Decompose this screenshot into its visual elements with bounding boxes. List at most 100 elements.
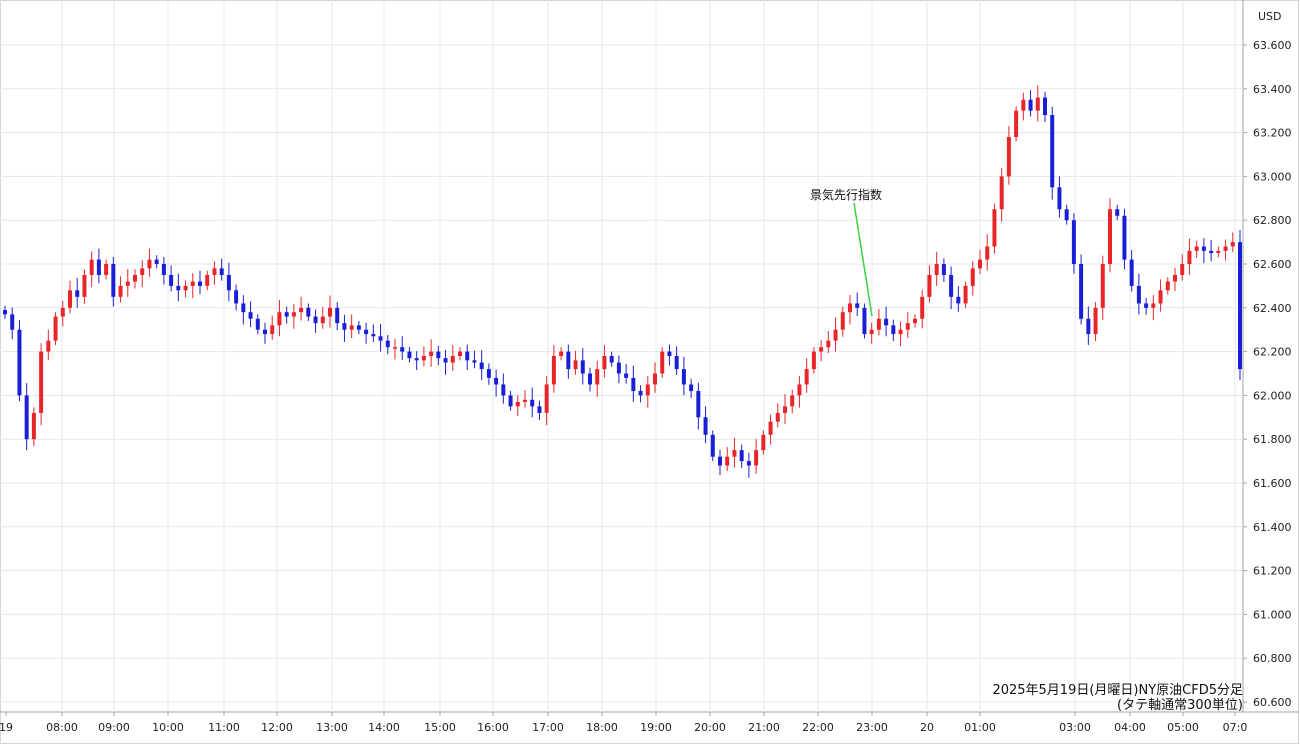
candle-body [595,369,600,385]
candle [826,331,831,353]
candle [1057,176,1062,218]
candle-body [609,355,614,363]
candle [833,317,838,352]
candle-body [1028,99,1033,111]
candle-body [1187,250,1192,264]
candle [811,347,816,374]
x-tick-label: 11:00 [208,721,240,734]
candle [450,345,455,371]
candle-body [1122,215,1127,260]
candle [1071,213,1076,274]
candle [125,269,130,297]
candle-body [624,373,629,378]
candle [68,280,72,314]
candle [407,347,412,363]
candle-body [1201,246,1206,251]
candle [349,314,354,339]
candle-body [335,307,340,324]
candle-body [616,362,621,374]
candle-body [161,264,166,275]
candle [1144,297,1149,315]
candle-body [775,412,780,422]
candle-body [248,312,253,319]
candle [848,295,852,325]
annotation-line [853,202,873,317]
x-tick-label: 03:00 [1059,721,1091,734]
candle-body [371,334,376,337]
candle [198,270,202,295]
candle-body [378,336,383,341]
candle-body [855,303,860,308]
candle [248,301,253,328]
candle [927,265,932,303]
candle-body [140,268,145,275]
candle-body [869,329,874,335]
candle [1136,273,1141,315]
candle [429,339,434,367]
candle-body [573,360,578,370]
candle [653,362,657,393]
candle [1021,92,1026,121]
candle-body [3,309,7,315]
candle-body [963,285,968,304]
candle-body [544,384,549,413]
candle [580,348,585,385]
candle [161,256,166,285]
candle-body [1136,285,1141,304]
candle-body [718,456,722,466]
candle-body [1064,209,1069,221]
candle [190,273,195,299]
candle [703,406,708,444]
candle [1209,239,1214,262]
candle-body [414,358,419,361]
candle-body [710,434,715,457]
candle [819,340,824,362]
candle [414,351,419,370]
x-tick-label: 21:00 [748,721,780,734]
candle-body [429,351,434,356]
candle [840,306,845,337]
annotation-label: 景気先行指数 [810,187,882,202]
candle-body [1180,264,1185,275]
candle-body [421,355,426,361]
candle [956,285,961,312]
candle-body [450,355,455,363]
candle [364,322,369,344]
candle-body [956,296,961,304]
candle-body [941,264,946,275]
candle [140,260,145,288]
candle [746,452,751,478]
candle-body [443,358,448,363]
candle [147,248,152,277]
candle-body [183,285,188,291]
candle-body [884,318,889,326]
candle [118,276,123,303]
candle-body [970,268,975,286]
candle [544,376,549,426]
candle [1014,106,1019,142]
candle [681,356,686,396]
candle-body [212,268,217,275]
candle [783,394,787,424]
candle [905,312,910,339]
candle-body [999,176,1004,210]
candle [1238,229,1242,381]
x-tick-label: 19 [0,721,13,734]
candle [263,322,267,344]
candle [335,302,340,331]
candle-body [992,209,997,247]
candle [602,345,607,378]
candle [941,258,946,282]
candle [898,321,903,347]
candle [356,320,361,335]
candle-body [176,285,181,291]
candle [855,292,860,317]
candle-body [1238,242,1242,370]
candle [436,345,441,366]
candle [884,306,889,337]
candle-body [1093,307,1098,335]
x-tick-label: 19:00 [640,721,672,734]
candle [992,203,997,254]
candle [551,345,556,393]
